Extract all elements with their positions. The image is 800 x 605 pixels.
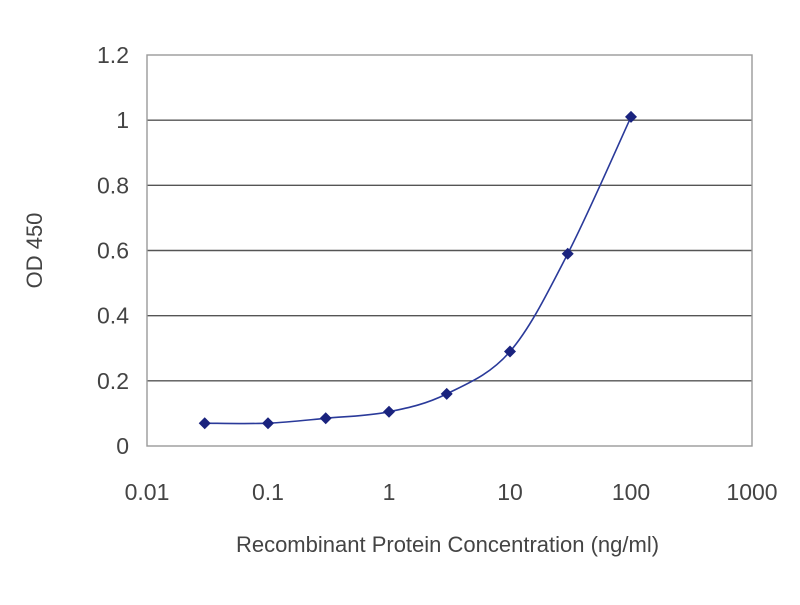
data-point	[198, 417, 211, 430]
y-tick-label: 0.4	[97, 303, 129, 329]
data-point	[319, 412, 332, 425]
tick-layer: 0 0.2 0.4 0.6 0.8 1 1.2 0.01 0.1 1 10 100 1000	[97, 42, 778, 505]
data-point	[440, 387, 453, 400]
y-tick-label: 1	[116, 107, 129, 133]
x-tick-label: 1	[383, 479, 396, 505]
series-line	[204, 116, 632, 425]
y-tick-label: 1.2	[97, 42, 129, 68]
x-tick-label: 0.1	[252, 479, 284, 505]
x-tick-label: 10	[497, 479, 523, 505]
marker-layer	[198, 110, 637, 430]
data-point	[262, 417, 274, 430]
y-tick-label: 0	[116, 433, 129, 459]
x-tick-label: 100	[612, 479, 650, 505]
data-point	[504, 345, 516, 358]
y-tick-label: 0.2	[97, 368, 129, 394]
x-tick-label: 0.01	[125, 479, 170, 505]
y-axis-title: OD 450	[22, 213, 47, 289]
y-tick-label: 0.8	[97, 172, 129, 198]
x-tick-label: 1000	[726, 479, 777, 505]
plot-area	[146, 54, 753, 447]
grid-layer	[147, 119, 752, 382]
data-point	[625, 110, 637, 123]
data-point	[561, 247, 574, 260]
y-tick-label: 0.6	[97, 238, 129, 264]
data-point	[383, 405, 395, 418]
x-axis-title: Recombinant Protein Concentration (ng/ml…	[236, 532, 659, 557]
